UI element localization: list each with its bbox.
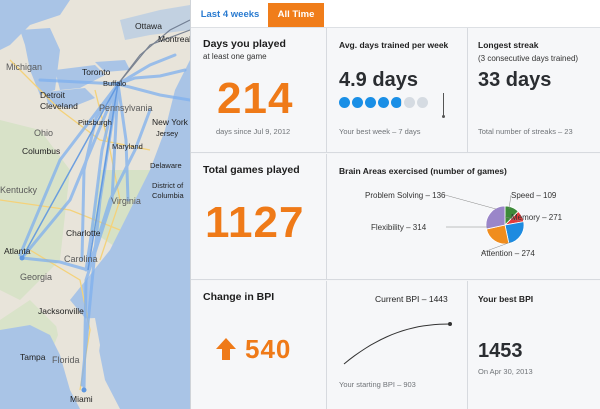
pie-leader-line	[508, 194, 512, 210]
starting-bpi-label: Your starting BPI – 903	[339, 380, 416, 389]
pie-label-speed: Speed – 109	[511, 191, 557, 200]
up-arrow-icon	[216, 338, 236, 360]
best-bpi-date: On Apr 30, 2013	[478, 367, 533, 376]
bpi-change-title: Change in BPI	[203, 291, 275, 303]
best-bpi-title: Your best BPI	[478, 294, 534, 304]
bpi-current-point	[448, 322, 452, 326]
best-bpi-value: 1453	[478, 340, 523, 362]
map-label-virginia: Virginia	[111, 196, 141, 206]
map-label-jersey: Jersey	[156, 129, 179, 138]
streak-value: 33 days	[478, 69, 552, 91]
days-played-value: 214	[217, 74, 294, 123]
pie-label-flexibility: Flexibility – 314	[371, 223, 427, 232]
divider	[326, 28, 327, 152]
days-played-title: Days you played	[203, 38, 286, 50]
pie-label-attention: Attention – 274	[481, 249, 535, 258]
map-label-tampa: Tampa	[20, 352, 46, 362]
map-label-michigan: Michigan	[6, 62, 43, 72]
map-label-cleveland: Cleveland	[40, 101, 78, 111]
map-label-kentucky: Kentucky	[0, 185, 38, 195]
map-label-toronto: Toronto	[82, 67, 111, 77]
map-label-ohio: Ohio	[34, 128, 54, 138]
week-dot	[417, 97, 428, 108]
tab-all-time[interactable]: All Time	[268, 3, 324, 27]
map-label-detroit: Detroit	[40, 90, 66, 100]
divider	[326, 154, 327, 279]
bpi-trend-chart	[343, 322, 452, 365]
divider	[326, 281, 327, 409]
week-dots	[339, 97, 459, 111]
map-label-dc-1: District of	[152, 181, 184, 190]
pie-leader-line	[444, 194, 497, 210]
avg-days-value: 4.9 days	[339, 69, 418, 91]
streak-title: Longest streak	[478, 40, 539, 50]
week-dot	[365, 97, 376, 108]
avg-days-title: Avg. days trained per week	[339, 40, 449, 50]
map-label-columbus: Columbus	[22, 146, 61, 156]
map-label-delaware: Delaware	[150, 161, 182, 170]
week-dot	[339, 97, 350, 108]
tab-last-4-weeks[interactable]: Last 4 weeks	[195, 3, 265, 27]
map-label-jacksonville: Jacksonville	[38, 306, 84, 316]
games-title: Total games played	[203, 164, 300, 176]
stats-dashboard: Last 4 weeks All Time Days you played at…	[190, 0, 600, 409]
map-label-charlotte: Charlotte	[66, 228, 101, 238]
pie-leader-line	[480, 241, 512, 254]
map-label-pittsburgh: Pittsburgh	[78, 118, 112, 127]
map-label-florida: Florida	[52, 355, 80, 365]
week-dot	[378, 97, 389, 108]
map-label-pennsylvania: Pennsylvania	[99, 103, 153, 113]
period-tabs: Last 4 weeks All Time	[191, 0, 600, 28]
bpi-trend-line	[343, 323, 451, 365]
games-value: 1127	[205, 198, 305, 247]
avg-days-note: Your best week – 7 days	[339, 127, 421, 136]
divider	[467, 28, 468, 152]
week-dot	[404, 97, 415, 108]
map[interactable]: Ottawa Montreal Toronto Buffalo Michigan…	[0, 0, 190, 409]
games-section: Total games played 1127 Brain Areas exer…	[191, 154, 600, 280]
days-section: Days you played at least one game 214 da…	[191, 28, 600, 153]
pie-slice-attention	[485, 224, 510, 245]
week-dot	[352, 97, 363, 108]
map-canvas[interactable]	[0, 0, 190, 409]
map-label-ottawa: Ottawa	[135, 21, 162, 31]
map-label-georgia: Georgia	[20, 272, 53, 282]
map-label-dc-2: Columbia	[152, 191, 184, 200]
map-label-montreal: Montreal	[158, 34, 190, 44]
map-label-miami: Miami	[70, 394, 93, 404]
streak-subtitle: (3 consecutive days trained)	[478, 54, 579, 63]
map-label-newyork: New York	[152, 117, 188, 127]
week-dots-marker-dot	[442, 115, 445, 118]
week-dots-marker	[443, 93, 444, 117]
current-bpi-label: Current BPI – 1443	[375, 294, 448, 304]
week-dot	[391, 97, 402, 108]
map-label-buffalo: Buffalo	[103, 79, 127, 88]
pie-leader-line	[504, 216, 522, 222]
bpi-section: Change in BPI 540 Current BPI – 1443 You…	[191, 281, 600, 409]
pie-slice-flexibility	[485, 205, 506, 230]
brain-areas-title: Brain Areas exercised (number of games)	[339, 166, 507, 176]
bpi-change-value: 540	[245, 334, 292, 364]
streak-note: Total number of streaks – 23	[478, 127, 573, 136]
map-label-maryland: Maryland	[112, 142, 143, 151]
map-label-atlanta: Atlanta	[4, 246, 31, 256]
map-label-carolina: Carolina	[64, 254, 98, 264]
divider	[467, 281, 468, 409]
pie-label-memory: Memory – 271	[511, 213, 563, 222]
pie-label-problem-solving: Problem Solving – 136	[365, 191, 446, 200]
days-played-subtitle: at least one game	[203, 52, 267, 61]
brain-areas-pie: Problem Solving – 136 Speed – 109 Memory –…	[365, 191, 563, 258]
pie-slice-memory	[504, 221, 525, 245]
days-played-note: days since Jul 9, 2012	[216, 127, 291, 136]
